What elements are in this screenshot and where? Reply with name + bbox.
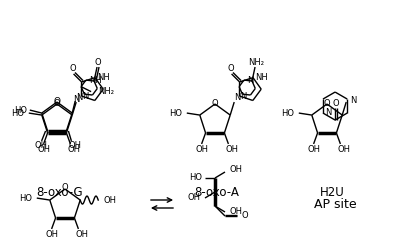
Text: OH: OH [34,141,47,150]
Text: 8-oxo-G: 8-oxo-G [36,186,83,199]
Text: HO: HO [281,108,294,118]
Text: O: O [333,99,339,107]
Text: NH₂: NH₂ [98,87,114,96]
Text: N: N [350,95,356,105]
Text: O: O [62,183,68,193]
Text: OH: OH [338,146,351,154]
Text: AP site: AP site [314,199,356,212]
Text: OH: OH [103,195,116,205]
Text: OH: OH [187,194,200,202]
Text: OH: OH [76,230,89,240]
Text: N: N [325,107,331,117]
Text: N: N [82,92,89,100]
Text: NH: NH [97,73,110,82]
Text: OH: OH [45,230,58,240]
Text: N: N [240,92,247,100]
Text: NH: NH [89,76,102,85]
Text: O: O [53,96,61,106]
Text: N: N [247,76,253,85]
Text: HO: HO [169,108,182,118]
Text: OH: OH [230,208,243,216]
Text: O: O [95,58,101,67]
Text: OH: OH [195,146,208,154]
Text: O: O [69,64,76,74]
Text: 8-oxo-A: 8-oxo-A [194,186,239,199]
Text: HO: HO [19,194,32,202]
Text: O: O [241,212,248,221]
Text: NH₂: NH₂ [248,58,264,67]
Text: O: O [227,64,234,74]
Text: O: O [212,99,218,107]
Text: O: O [324,99,330,107]
Text: OH: OH [69,141,82,150]
Text: HO: HO [11,108,24,118]
Text: OH: OH [226,146,239,154]
Text: N: N [76,93,83,101]
Text: N: N [234,93,241,101]
Text: HO: HO [14,106,27,114]
Text: OH: OH [68,146,81,154]
Text: OH: OH [37,146,50,154]
Text: HO: HO [189,174,202,182]
Text: NH: NH [255,73,268,82]
Text: N: N [73,94,79,104]
Text: OH: OH [307,146,320,154]
Text: O: O [54,99,60,107]
Text: H2U: H2U [320,186,344,199]
Text: OH: OH [230,165,243,174]
